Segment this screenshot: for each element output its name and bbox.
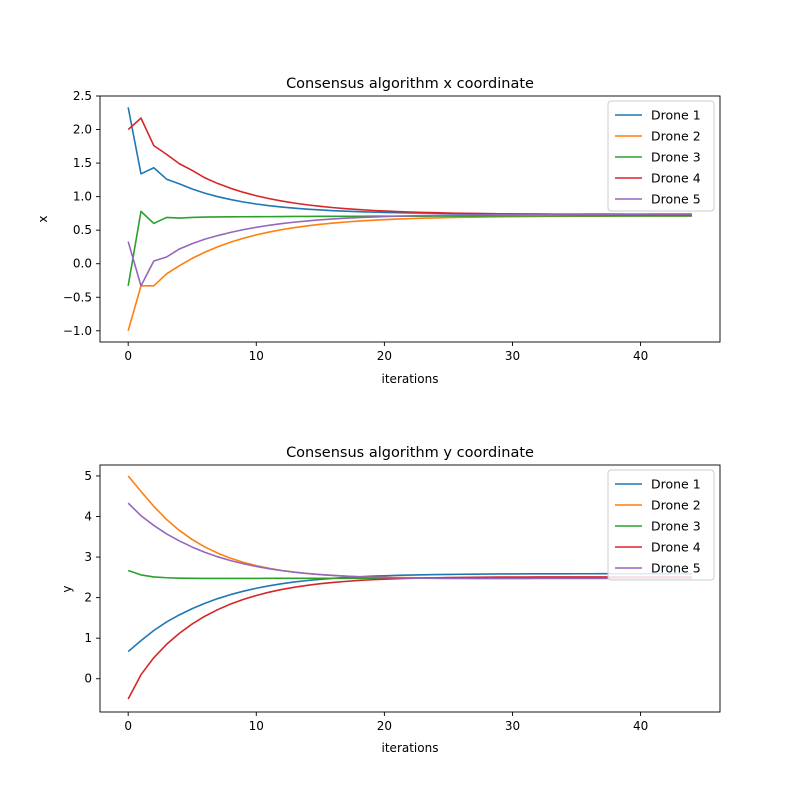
legend-label: Drone 2 (651, 129, 701, 144)
x-tick-label: 10 (249, 719, 264, 733)
y-tick-label: 2.5 (73, 89, 92, 103)
y-tick-label: −0.5 (63, 290, 92, 304)
legend-label: Drone 5 (651, 192, 701, 207)
legend-label: Drone 4 (651, 540, 701, 555)
x-tick-label: 0 (124, 349, 132, 363)
legend-box (607, 469, 715, 581)
series-line-1 (127, 572, 692, 653)
legend-label: Drone 5 (651, 561, 701, 576)
x-tick-label: 40 (633, 349, 648, 363)
series-line-5 (127, 213, 692, 287)
y-tick-label: 1.0 (73, 190, 92, 204)
x-tick-label: 30 (505, 349, 520, 363)
series-line-4 (127, 117, 692, 216)
x-tick-label: 0 (124, 719, 132, 733)
plot-frame (99, 95, 721, 343)
legend: Drone 1 Drone 2 Drone 3 Drone 4 Drone 5 (607, 469, 715, 581)
x-tick-label: 20 (377, 719, 392, 733)
y-axis-label: x (36, 215, 50, 222)
legend-label: Drone 3 (651, 150, 701, 165)
chart-title: Consensus algorithm x coordinate (286, 76, 534, 92)
y-tick-label: 1.5 (73, 156, 92, 170)
y-tick-label: 2 (84, 591, 92, 605)
series-line-2 (127, 215, 692, 332)
plot-frame (99, 464, 721, 713)
chart-x-coordinate: Consensus algorithm x coordinate iterati… (36, 76, 721, 386)
legend-label: Drone 1 (651, 477, 701, 492)
x-tick-label: 40 (633, 719, 648, 733)
legend-label: Drone 1 (651, 108, 701, 123)
y-tick-label: 1 (84, 631, 92, 645)
y-tick-label: −1.0 (63, 324, 92, 338)
legend-label: Drone 2 (651, 498, 701, 513)
y-tick-label: 0 (84, 672, 92, 686)
x-tick-label: 10 (249, 349, 264, 363)
chart-y-coordinate: Consensus algorithm y coordinate iterati… (60, 445, 721, 755)
y-axis-label: y (60, 585, 74, 592)
series-line-4 (127, 576, 692, 700)
chart-title: Consensus algorithm y coordinate (286, 445, 534, 461)
x-axis-label: iterations (382, 741, 439, 755)
y-tick-label: 5 (84, 469, 92, 483)
y-tick-label: 3 (84, 550, 92, 564)
series-line-5 (127, 502, 692, 580)
legend: Drone 1 Drone 2 Drone 3 Drone 4 Drone 5 (607, 100, 715, 212)
series-line-1 (127, 107, 692, 215)
y-tick-label: 4 (84, 510, 92, 524)
x-axis-label: iterations (382, 372, 439, 386)
x-tick-label: 20 (377, 349, 392, 363)
x-tick-label: 30 (505, 719, 520, 733)
legend-label: Drone 3 (651, 519, 701, 534)
y-tick-label: 0.0 (73, 257, 92, 271)
legend-box (607, 100, 715, 212)
y-tick-label: 0.5 (73, 223, 92, 237)
legend-label: Drone 4 (651, 171, 701, 186)
series-line-2 (127, 475, 692, 579)
y-tick-label: 2.0 (73, 123, 92, 137)
